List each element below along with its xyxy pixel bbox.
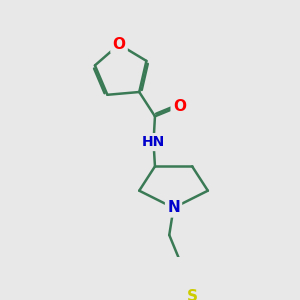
Text: HN: HN — [142, 135, 165, 149]
Text: N: N — [167, 200, 180, 215]
Text: O: O — [173, 99, 186, 114]
Text: S: S — [187, 289, 198, 300]
Text: O: O — [112, 37, 125, 52]
